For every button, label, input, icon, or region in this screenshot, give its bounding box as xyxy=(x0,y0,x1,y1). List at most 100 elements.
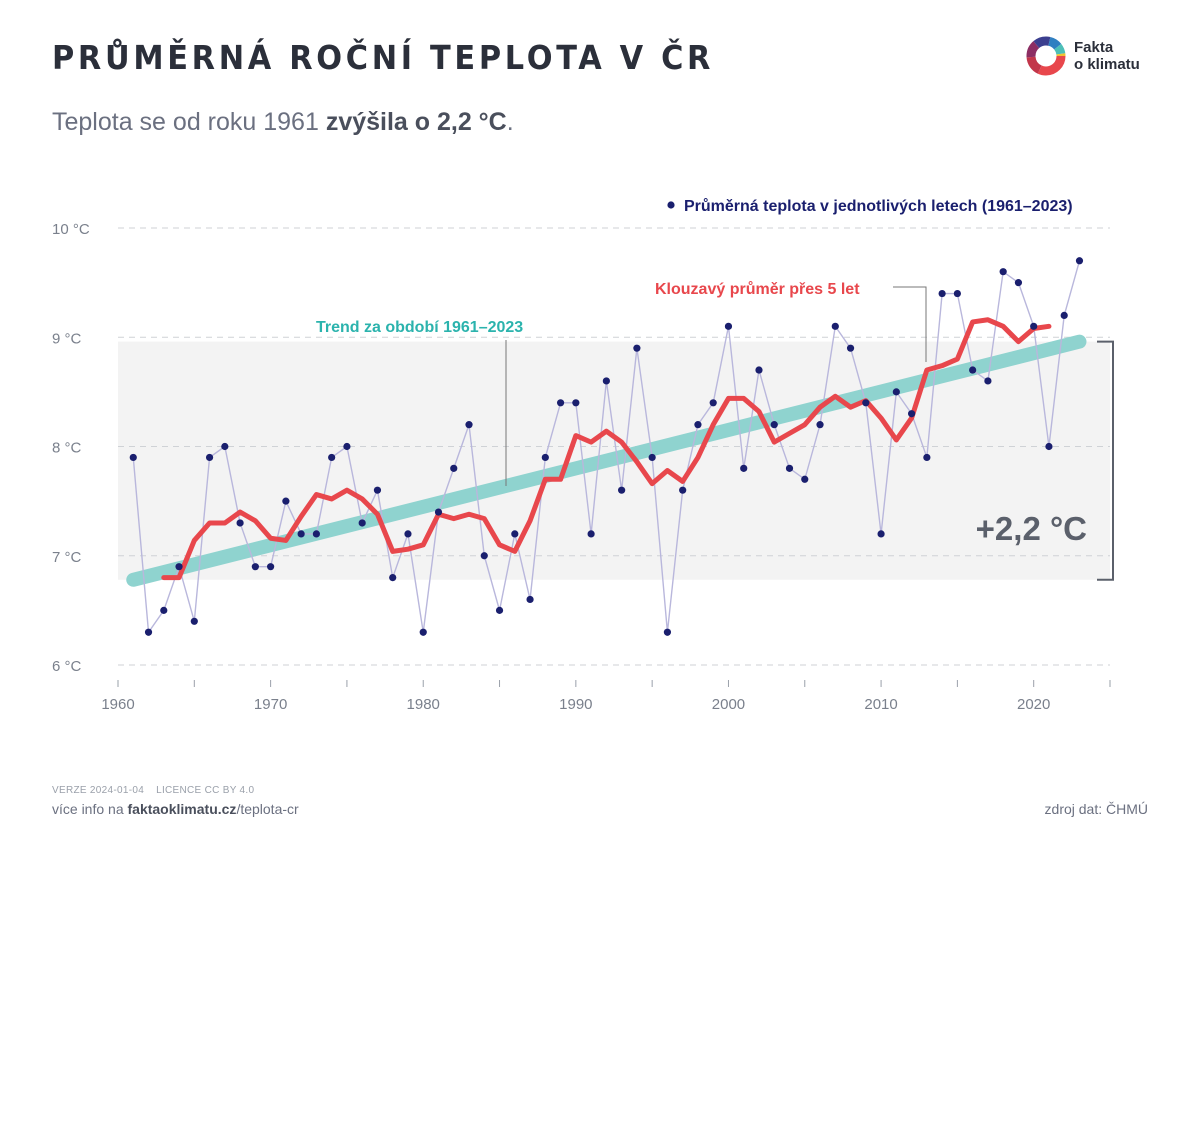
data-point xyxy=(495,606,504,614)
y-tick-label: 10 °C xyxy=(52,221,90,238)
logo-ring-icon xyxy=(1026,36,1066,76)
annual-series xyxy=(129,257,1084,636)
page-title: PRŮMĚRNÁ ROČNÍ TEPLOTA V ČR xyxy=(52,38,715,77)
data-point xyxy=(465,421,473,429)
data-point xyxy=(969,366,977,374)
page-subtitle: Teplota se od roku 1961 zvýšila o 2,2 °C… xyxy=(52,108,514,137)
data-point xyxy=(709,399,717,407)
data-point xyxy=(877,530,885,538)
data-point xyxy=(816,421,824,429)
data-point xyxy=(297,530,305,538)
data-point xyxy=(373,486,382,494)
x-tick-label: 1980 xyxy=(407,696,440,713)
y-tick-label: 9 °C xyxy=(52,330,82,347)
data-point xyxy=(892,388,900,396)
data-point xyxy=(587,530,595,538)
license-label: LICENCE CC BY 4.0 xyxy=(156,785,255,796)
data-point xyxy=(1075,257,1084,265)
moving-average-series xyxy=(161,317,1052,581)
info-prefix: více info na xyxy=(52,801,128,817)
moving-average-leader-line xyxy=(893,286,927,362)
data-point xyxy=(1014,279,1023,287)
y-tick-label: 6 °C xyxy=(52,658,82,675)
legend-dot xyxy=(667,201,675,209)
trend-label: Trend za období 1961–2023 xyxy=(316,319,523,336)
data-point xyxy=(251,563,259,571)
info-link-path[interactable]: /teplota-cr xyxy=(236,801,299,817)
chart-grid: 6 °C 7 °C 8 °C 9 °C 10 °C xyxy=(52,221,1110,675)
data-point xyxy=(602,377,610,385)
data-point xyxy=(679,486,687,494)
data-point xyxy=(770,421,778,429)
chart-annotations: Průměrná teplota v jednotlivých letech (… xyxy=(316,198,1114,581)
data-point xyxy=(663,628,672,636)
data-point xyxy=(923,453,931,462)
data-point xyxy=(801,475,809,483)
logo-text: Fakta o klimatu xyxy=(1074,39,1140,73)
data-point xyxy=(1030,322,1038,330)
data-point xyxy=(434,508,443,516)
info-link[interactable]: faktaoklimatu.cz xyxy=(127,801,237,817)
subtitle-suffix: . xyxy=(506,108,514,136)
data-point xyxy=(282,497,290,505)
data-point xyxy=(358,519,366,527)
data-point xyxy=(221,442,229,451)
legend-label: Průměrná teplota v jednotlivých letech (… xyxy=(684,198,1073,215)
data-point xyxy=(953,289,961,298)
data-point xyxy=(724,322,733,330)
data-point xyxy=(1045,442,1053,451)
data-point xyxy=(755,366,763,374)
data-point xyxy=(846,344,855,352)
data-point xyxy=(556,399,565,407)
data-point xyxy=(633,344,641,352)
data-point xyxy=(984,377,992,385)
data-point xyxy=(190,617,198,625)
data-point xyxy=(328,453,336,462)
data-point xyxy=(1060,311,1068,319)
data-point xyxy=(389,574,397,582)
moving-average-line xyxy=(161,317,1052,581)
data-point xyxy=(999,268,1007,276)
data-point xyxy=(648,453,656,462)
data-point xyxy=(450,464,458,472)
logo-line-2: o klimatu xyxy=(1074,56,1140,73)
data-point xyxy=(511,530,519,538)
x-tick-label: 1970 xyxy=(254,696,287,713)
data-point xyxy=(938,289,946,298)
temperature-chart: 6 °C 7 °C 8 °C 9 °C 10 °C 1960 1970 1980 1990 20… xyxy=(52,198,1114,713)
x-tick-label: 2010 xyxy=(864,696,897,713)
x-tick-label: 2020 xyxy=(1017,696,1050,713)
data-point xyxy=(785,464,794,472)
subtitle-prefix: Teplota se od roku 1961 xyxy=(52,108,326,136)
data-point xyxy=(694,421,702,429)
logo-line-1: Fakta xyxy=(1074,39,1114,56)
x-axis: 1960 1970 1980 1990 2000 2010 2020 xyxy=(101,680,1111,713)
data-point xyxy=(236,519,244,527)
data-point xyxy=(267,563,275,571)
fakta-o-klimatu-logo[interactable]: Fakta o klimatu xyxy=(1026,34,1156,80)
moving-average-label: Klouzavý průměr přes 5 let xyxy=(655,281,860,298)
data-point xyxy=(831,322,839,330)
data-point xyxy=(205,453,214,462)
increase-bracket xyxy=(1097,340,1114,581)
increase-label: +2,2 °C xyxy=(976,510,1087,547)
x-tick-label: 2000 xyxy=(712,696,745,713)
data-point xyxy=(541,453,549,462)
data-point xyxy=(312,530,320,538)
y-tick-label: 8 °C xyxy=(52,440,82,457)
data-point xyxy=(419,628,427,636)
data-point xyxy=(175,563,183,571)
data-point xyxy=(908,410,916,418)
data-source: zdroj dat: ČHMÚ xyxy=(1044,801,1148,817)
data-point xyxy=(144,628,153,636)
subtitle-highlight: zvýšila o 2,2 °C xyxy=(325,108,507,136)
data-point xyxy=(862,399,870,407)
data-point xyxy=(129,453,137,462)
x-tick-label: 1960 xyxy=(101,696,134,713)
footer-info: více info na faktaoklimatu.cz/teplota-cr xyxy=(52,801,299,817)
data-point xyxy=(160,606,168,614)
y-tick-label: 7 °C xyxy=(52,549,82,566)
x-tick-label: 1990 xyxy=(559,696,592,713)
data-point xyxy=(343,442,351,451)
data-point xyxy=(404,530,412,538)
